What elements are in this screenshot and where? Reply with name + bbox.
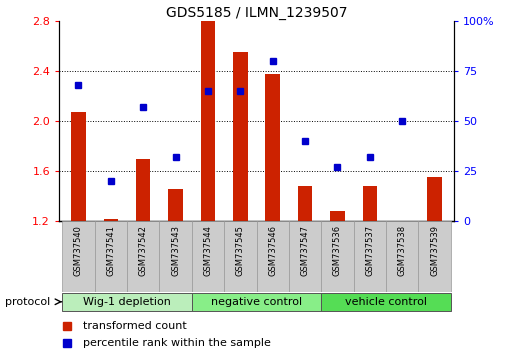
Text: transformed count: transformed count xyxy=(83,321,186,331)
Bar xyxy=(62,221,94,292)
Bar xyxy=(363,186,377,221)
Bar xyxy=(321,293,451,310)
Bar xyxy=(94,221,127,292)
Bar xyxy=(265,74,280,221)
Text: protocol: protocol xyxy=(5,297,50,307)
Bar xyxy=(256,221,289,292)
Text: negative control: negative control xyxy=(211,297,302,307)
Text: GSM737536: GSM737536 xyxy=(333,225,342,276)
Text: GSM737539: GSM737539 xyxy=(430,225,439,276)
Text: GSM737546: GSM737546 xyxy=(268,225,277,276)
Bar xyxy=(71,113,86,221)
Text: Wig-1 depletion: Wig-1 depletion xyxy=(83,297,171,307)
Bar xyxy=(289,221,321,292)
Text: GSM737537: GSM737537 xyxy=(365,225,374,276)
Bar xyxy=(104,219,118,221)
Bar xyxy=(353,221,386,292)
Bar xyxy=(168,189,183,221)
Text: GSM737540: GSM737540 xyxy=(74,225,83,276)
Text: GSM737547: GSM737547 xyxy=(301,225,309,276)
Bar xyxy=(127,221,160,292)
Bar xyxy=(321,221,353,292)
Bar xyxy=(160,221,192,292)
Bar xyxy=(233,52,248,221)
Bar xyxy=(201,21,215,221)
Text: GSM737542: GSM737542 xyxy=(139,225,148,276)
Title: GDS5185 / ILMN_1239507: GDS5185 / ILMN_1239507 xyxy=(166,6,347,20)
Bar xyxy=(386,221,419,292)
Text: GSM737541: GSM737541 xyxy=(106,225,115,276)
Bar xyxy=(136,159,150,221)
Bar xyxy=(419,221,451,292)
Bar xyxy=(192,221,224,292)
Bar xyxy=(298,186,312,221)
Bar xyxy=(192,293,321,310)
Text: GSM737538: GSM737538 xyxy=(398,225,407,276)
Bar xyxy=(62,293,192,310)
Bar xyxy=(330,211,345,221)
Text: GSM737545: GSM737545 xyxy=(236,225,245,276)
Bar xyxy=(427,177,442,221)
Text: GSM737544: GSM737544 xyxy=(204,225,212,276)
Bar xyxy=(224,221,256,292)
Text: vehicle control: vehicle control xyxy=(345,297,427,307)
Text: GSM737543: GSM737543 xyxy=(171,225,180,276)
Text: percentile rank within the sample: percentile rank within the sample xyxy=(83,338,270,348)
